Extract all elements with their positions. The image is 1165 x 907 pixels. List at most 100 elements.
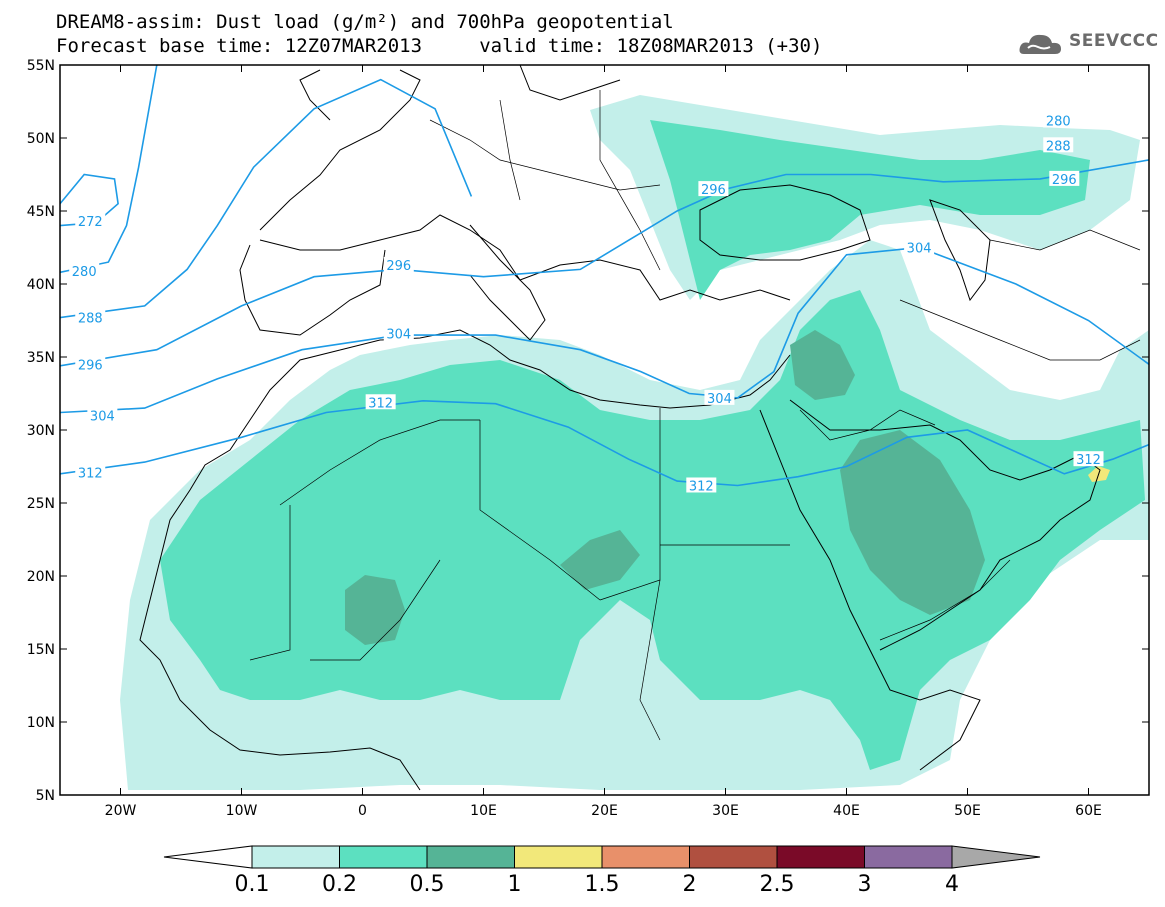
colorbar-label: 3 — [857, 872, 872, 897]
contour-label: 288 — [78, 312, 103, 327]
colorbar-bin — [776, 845, 865, 869]
coastline-iberia — [239, 244, 386, 336]
colorbar-label: 0.5 — [409, 872, 445, 897]
contour-label: 296 — [386, 259, 411, 274]
contour-label-bg — [87, 407, 118, 423]
axis-tick-layer: 20W 10W 0 10E 20E 30E 40E 50E 60E 55N 50N 45N 40N 35N… — [27, 58, 1149, 819]
dust-area-medium — [160, 290, 1145, 770]
border-sudan-chad — [639, 579, 661, 741]
contour-label: 304 — [907, 242, 932, 257]
contour-label: 288 — [1046, 139, 1071, 154]
colorbar-bin — [864, 845, 953, 869]
coastline-france-uk — [259, 69, 421, 231]
lat-tick-label: 25N — [27, 496, 55, 512]
contour-label-bg — [75, 213, 106, 229]
lat-tick-label: 5N — [36, 788, 55, 804]
colorbar-min-arrow — [163, 845, 253, 869]
colorbar — [163, 845, 1041, 869]
colorbar-bin — [426, 845, 515, 869]
border-sahara-2 — [249, 505, 291, 661]
contour-label-bg — [383, 257, 414, 273]
contour-label: 312 — [368, 396, 393, 411]
contour-label-bg — [704, 389, 735, 405]
lat-tick-label: 35N — [27, 350, 55, 366]
contour-label: 296 — [1052, 173, 1077, 188]
contour-label-bg — [75, 309, 106, 325]
contour-label: 280 — [72, 265, 97, 280]
coastline-africa-west — [139, 349, 421, 791]
contour-label-bg — [69, 262, 100, 278]
lon-tick-label: 50E — [954, 803, 981, 819]
geopotential-contour-288 — [60, 78, 473, 319]
lat-tick-label: 45N — [27, 204, 55, 220]
colorbar-bin — [339, 845, 428, 869]
lon-tick-label: 0 — [358, 803, 367, 819]
lon-tick-label: 10E — [470, 803, 497, 819]
border-mali-niger — [310, 559, 441, 661]
lat-tick-label: 30N — [27, 423, 55, 439]
lon-tick-label: 20E — [591, 803, 618, 819]
colorbar-label: 1.5 — [584, 872, 620, 897]
border-sahara-1 — [279, 419, 480, 506]
contour-label-bg — [1073, 451, 1104, 467]
contour-label: 304 — [386, 328, 411, 343]
colorbar-label: 1 — [507, 872, 522, 897]
contour-label: 296 — [78, 358, 103, 373]
contour-label-bg — [75, 356, 106, 372]
country-border-layer — [249, 90, 1141, 741]
contour-label: 296 — [701, 183, 726, 198]
dust-area-dark-sahara-1 — [345, 575, 405, 645]
border-iran — [899, 299, 1141, 361]
contour-label: 304 — [707, 392, 732, 407]
colorbar-bin — [601, 845, 690, 869]
contour-label-bg — [698, 181, 729, 197]
lat-tick-label: 15N — [27, 642, 55, 658]
contour-label-bg — [1049, 170, 1080, 186]
colorbar-label: 4 — [945, 872, 959, 897]
contour-label-bg — [383, 325, 414, 341]
border-europe-3 — [599, 90, 661, 271]
cloud-icon — [1019, 34, 1061, 54]
colorbar-label: 2 — [682, 872, 697, 897]
geopotential-contour-304 — [60, 246, 1149, 414]
border-sahara-3 — [479, 420, 601, 601]
dust-area-dark-levant — [790, 330, 855, 400]
coastline-caspian — [929, 199, 991, 302]
dust-area-dark-arabia — [840, 430, 985, 615]
lon-tick-label: 40E — [833, 803, 860, 819]
border-saudi-north — [799, 409, 936, 441]
coastline-italy — [469, 224, 546, 341]
colorbar-bin — [514, 845, 603, 869]
colorbar-bin — [689, 845, 778, 869]
contour-label-bg — [686, 477, 717, 493]
lon-tick-label: 10W — [226, 803, 258, 819]
colorbar-label: 0.1 — [234, 872, 270, 897]
map-title-line-1: DREAM8-assim: Dust load (g/m²) and 700hP… — [56, 11, 674, 33]
contour-label: 280 — [1046, 114, 1071, 129]
contour-label-bg — [1043, 112, 1074, 128]
border-europe-2 — [499, 99, 521, 201]
lat-tick-label: 55N — [27, 58, 55, 74]
contour-label: 304 — [90, 409, 115, 424]
colorbar-bin — [251, 845, 340, 869]
border-saudi-south — [879, 559, 1011, 641]
coastline-scandinavia — [519, 65, 621, 101]
contour-label: 312 — [78, 466, 103, 481]
dust-load-layer — [120, 95, 1149, 790]
border-europe-1 — [429, 119, 661, 191]
colorbar-max-arrow — [951, 845, 1041, 869]
contour-label-bg — [904, 239, 935, 255]
lon-tick-label: 30E — [712, 803, 739, 819]
lon-tick-label: 60E — [1075, 803, 1102, 819]
colorbar-label: 2.5 — [759, 872, 795, 897]
lat-tick-label: 20N — [27, 569, 55, 585]
geopotential-contour-296 — [60, 159, 1149, 367]
map-title-line-2: Forecast base time: 12Z07MAR2013 valid t… — [56, 35, 823, 57]
contour-label: 312 — [689, 479, 714, 494]
coastline-red-sea — [759, 409, 981, 771]
dust-area-dark-sahara-2 — [560, 530, 640, 590]
border-central-asia — [989, 229, 1141, 251]
seevccc-logo: SEEVCCC — [1069, 31, 1159, 51]
geopotential-contour-layer: 272 280 288 296 304 312 296 304 312 304 312 296 304 2… — [60, 65, 1149, 494]
